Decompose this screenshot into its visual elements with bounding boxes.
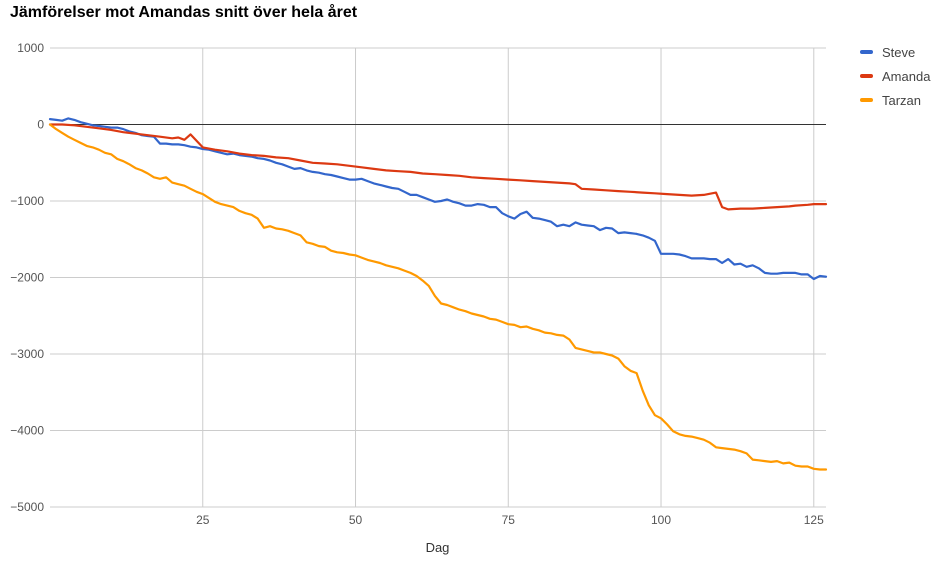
legend-item-steve: Steve (860, 40, 930, 64)
legend-item-amanda: Amanda (860, 64, 930, 88)
legend-swatch (860, 98, 873, 102)
x-axis-ticks: 25 50 75 100 125 (196, 513, 824, 527)
legend-label: Amanda (882, 68, 931, 84)
y-tick-label: −1000 (10, 194, 44, 208)
y-tick-label: −4000 (10, 424, 44, 438)
chart-title: Jämförelser mot Amandas snitt över hela … (10, 4, 358, 21)
series-line-amanda (48, 123, 828, 211)
legend-item-tarzan: Tarzan (860, 88, 930, 112)
legend-label: Steve (882, 44, 916, 60)
series-line-steve (48, 117, 828, 281)
y-tick-label: −5000 (10, 500, 44, 514)
series-lines (48, 117, 828, 471)
series-line-tarzan (48, 123, 828, 471)
y-tick-label: 0 (37, 118, 44, 132)
y-axis-ticks: 1000 0 −1000 −2000 −3000 −4000 −5000 (10, 41, 44, 514)
legend: Steve Amanda Tarzan (860, 40, 930, 112)
x-tick-label: 75 (502, 513, 516, 527)
x-tick-label: 25 (196, 513, 210, 527)
x-tick-label: 100 (651, 513, 671, 527)
y-tick-label: −3000 (10, 347, 44, 361)
x-tick-label: 50 (349, 513, 363, 527)
legend-label: Tarzan (882, 92, 922, 108)
x-tick-label: 125 (804, 513, 824, 527)
legend-swatch (860, 74, 873, 78)
y-tick-label: −2000 (10, 271, 44, 285)
y-tick-label: 1000 (17, 41, 44, 55)
legend-swatch (860, 50, 873, 54)
x-axis-label: Dag (425, 540, 450, 555)
gridlines (50, 47, 826, 508)
